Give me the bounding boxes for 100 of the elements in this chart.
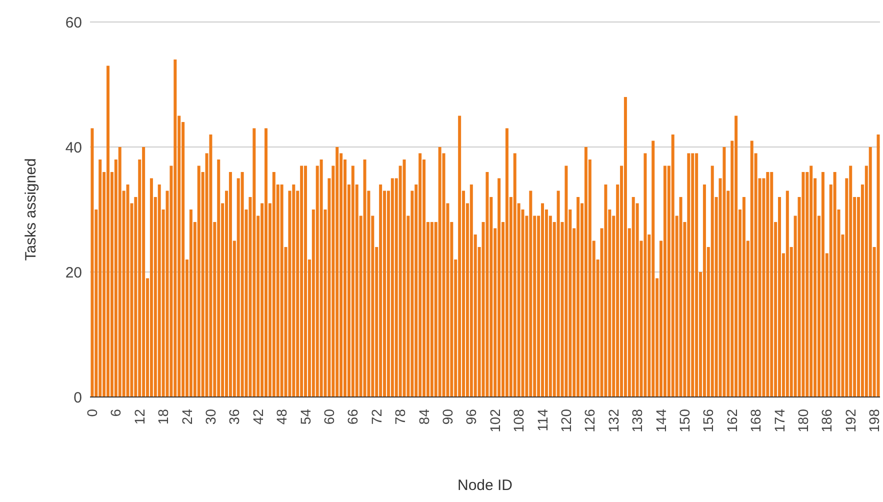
bar (320, 160, 323, 397)
bar (786, 190, 789, 397)
bar (505, 128, 508, 397)
bar (687, 153, 690, 397)
x-tick-label: 102 (486, 408, 503, 432)
x-tick-label: 162 (724, 408, 740, 432)
bar (652, 140, 655, 397)
x-tick-label: 120 (558, 408, 574, 432)
x-tick-label: 180 (794, 408, 811, 432)
x-tick-label: 6 (108, 408, 124, 417)
x-tick-label: 66 (344, 408, 361, 425)
bar (722, 147, 726, 397)
x-tick-label: 48 (274, 408, 290, 425)
bar (766, 172, 770, 397)
bar (390, 178, 394, 397)
bar (90, 128, 94, 397)
bar (470, 184, 473, 397)
x-tick-label: 198 (866, 408, 882, 432)
bar (438, 147, 442, 397)
bar (280, 184, 284, 397)
bar (810, 166, 813, 397)
bar (750, 140, 754, 397)
bar (770, 172, 774, 397)
x-tick-label: 60 (320, 408, 337, 425)
x-axis-title: Node ID (457, 477, 513, 494)
y-tick-label: 60 (65, 14, 82, 32)
x-tick-label: 18 (155, 408, 172, 425)
x-tick-label: 108 (510, 408, 527, 432)
x-tick-label: 42 (250, 408, 266, 425)
bar (174, 60, 177, 397)
bar (734, 116, 738, 397)
bar (264, 128, 268, 397)
x-tick-label: 90 (439, 408, 456, 425)
bar (142, 147, 146, 397)
bar (197, 166, 200, 397)
bar (363, 160, 366, 397)
x-tick-label: 150 (676, 408, 692, 432)
bar (272, 172, 276, 397)
x-tick-label: 30 (202, 408, 218, 425)
y-tick-label: 20 (65, 264, 82, 282)
bar (821, 172, 824, 397)
bar (564, 166, 568, 397)
bar (644, 153, 647, 397)
bar (778, 197, 782, 397)
x-tick-label: 72 (368, 408, 384, 425)
y-tick-label: 40 (65, 139, 82, 156)
bar (486, 172, 489, 397)
bar (458, 116, 462, 397)
bar (876, 134, 880, 397)
x-tick-label: 186 (818, 408, 835, 432)
x-tick-label: 144 (652, 408, 669, 432)
bar (833, 172, 836, 397)
bar (106, 66, 110, 397)
bar (849, 166, 852, 397)
bar (209, 134, 212, 397)
x-tick-label: 54 (297, 408, 314, 425)
y-axis-title: Tasks assigned (22, 158, 40, 261)
bar (541, 203, 544, 397)
x-tick-label: 132 (605, 408, 622, 432)
bar (379, 184, 382, 397)
bar (304, 166, 308, 397)
bar (430, 222, 434, 397)
bar (742, 197, 746, 397)
bar (418, 153, 422, 397)
x-tick-label: 174 (771, 408, 788, 432)
x-tick-label: 0 (84, 408, 100, 417)
x-tick-label: 156 (700, 408, 716, 432)
bar (695, 153, 698, 397)
bar (513, 153, 516, 397)
bar (158, 184, 161, 397)
bar (802, 172, 805, 397)
bar (118, 147, 122, 397)
bar (252, 128, 256, 397)
bar (217, 160, 220, 397)
x-tick-label: 168 (748, 408, 764, 432)
x-tick-label: 36 (226, 408, 242, 425)
bar (150, 178, 153, 397)
bar (228, 172, 232, 397)
bar (351, 166, 354, 397)
bar (98, 160, 102, 397)
bar (292, 184, 296, 397)
bar (671, 134, 674, 397)
bar (584, 147, 588, 397)
bar (336, 147, 339, 397)
x-tick-label: 84 (416, 408, 432, 425)
bar (702, 184, 706, 397)
x-tick-label: 96 (463, 408, 480, 425)
bar (663, 166, 666, 397)
x-tick-label: 114 (534, 408, 550, 432)
x-tick-label: 192 (842, 408, 858, 432)
bar (710, 166, 714, 397)
x-tick-label: 12 (131, 408, 148, 425)
bar (240, 172, 244, 397)
x-tick-label: 138 (629, 408, 646, 432)
bar (691, 153, 694, 397)
bar (189, 210, 192, 397)
bar (624, 97, 627, 397)
bar (498, 178, 501, 397)
x-tick-label: 24 (178, 408, 195, 425)
bar (556, 190, 560, 397)
